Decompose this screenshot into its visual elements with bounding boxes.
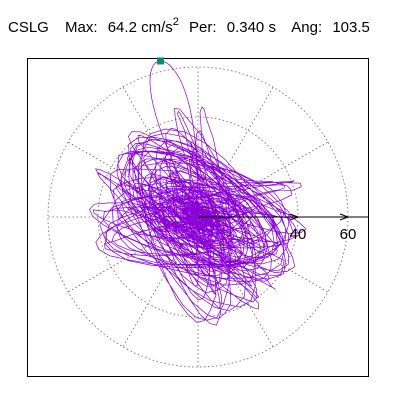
plot-frame <box>27 58 369 377</box>
max-exponent: 2 <box>172 16 179 28</box>
chart-header: CSLG Max: 64.2 cm/s2 Per: 0.340 s Ang: 1… <box>8 16 400 36</box>
period-label: Per: <box>189 19 217 36</box>
axis-tick-60 <box>339 213 350 221</box>
angle-label: Ang: <box>291 19 323 36</box>
peak-marker <box>157 57 165 65</box>
max-label: Max: <box>65 19 98 36</box>
radial-axis: 40 60 <box>198 213 368 243</box>
period-value: 0.340 s <box>226 19 276 36</box>
axis-tick-label: 40 <box>290 226 307 243</box>
orbit-trace <box>89 57 307 326</box>
orbit-path <box>89 60 307 326</box>
station-code: CSLG <box>8 19 49 36</box>
axis-tick-label: 60 <box>340 226 357 243</box>
axis-tick-40 <box>289 213 300 221</box>
max-value: 64.2 cm/s <box>107 19 173 36</box>
angle-value: 103.5 <box>332 19 370 36</box>
